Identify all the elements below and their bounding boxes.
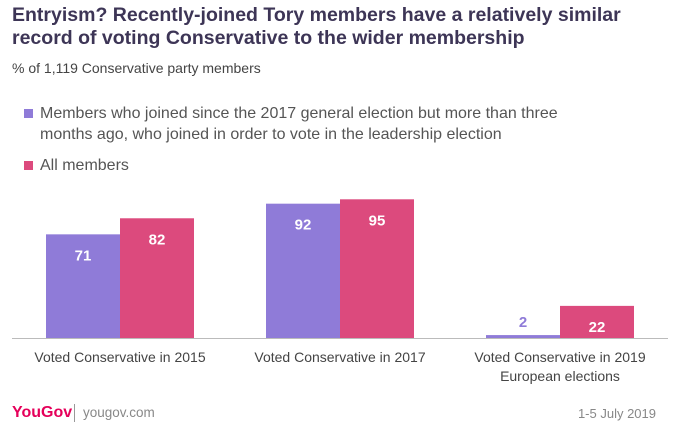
legend-label-line: Members who joined since the 2017 genera… — [40, 105, 558, 122]
legend-label-all-members: All members — [40, 157, 129, 174]
data-label: 92 — [295, 217, 312, 234]
data-label: 2 — [519, 314, 527, 331]
footer-date: 1-5 July 2019 — [577, 406, 656, 421]
legend-label-line: months ago, who joined in order to vote … — [40, 126, 502, 143]
footer-divider — [74, 404, 75, 422]
legend-swatch-recent-members — [24, 109, 33, 118]
category-label: Voted Conservative in 2019 — [474, 349, 645, 365]
bar-series-1-cat-3 — [486, 335, 560, 338]
footer-url: yougov.com — [83, 405, 155, 420]
category-label: Voted Conservative in 2017 — [254, 349, 425, 365]
bar-series-1-cat-1 — [46, 234, 120, 338]
data-label: 71 — [75, 247, 92, 264]
category-label: Voted Conservative in 2015 — [34, 349, 205, 365]
data-label: 22 — [589, 319, 606, 336]
legend-label-recent-members: Members who joined since the 2017 genera… — [40, 103, 640, 145]
yougov-logo: YouGov — [12, 404, 73, 421]
chart-title: Entryism? Recently-joined Tory members h… — [12, 4, 621, 49]
chart-subtitle: % of 1,119 Conservative party members — [12, 60, 261, 76]
bar-series-2-cat-2 — [340, 199, 414, 338]
data-label: 95 — [369, 212, 386, 229]
data-label: 82 — [149, 231, 166, 248]
legend-swatch-all-members — [24, 161, 33, 170]
bar-series-2-cat-1 — [120, 218, 194, 338]
category-label: European elections — [500, 368, 620, 384]
bar-series-1-cat-2 — [266, 203, 340, 338]
bar-series-2-cat-3 — [560, 305, 634, 338]
